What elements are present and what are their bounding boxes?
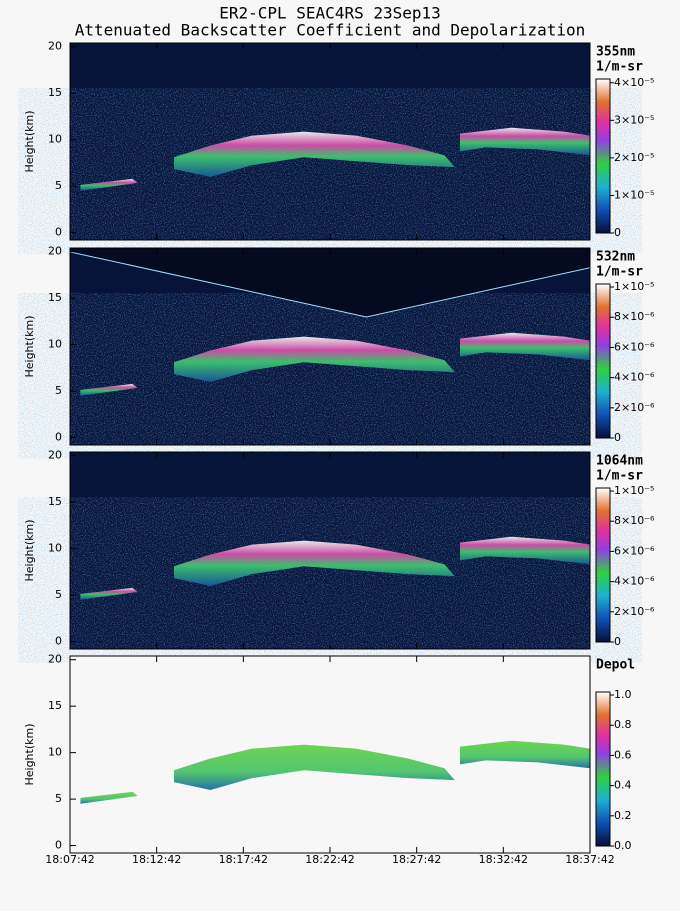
x-tick-label: 18:07:42 — [45, 853, 94, 866]
colorbar-units: 1/m-sr — [596, 265, 643, 280]
colorbar — [595, 487, 611, 643]
colorbar-tick-label: 4×10⁻⁶ — [614, 371, 655, 384]
x-tick-label: 18:22:42 — [305, 853, 354, 866]
colorbar-units: 1/m-sr — [596, 469, 643, 484]
colorbar-tick-label: 6×10⁻⁶ — [614, 340, 655, 353]
colorbar-tick-label: 0.2 — [614, 809, 632, 822]
colorbar-label: 1064nm — [596, 454, 643, 469]
y-tick-label: 5 — [55, 384, 62, 397]
colorbar-tick-label: 1.0 — [614, 688, 632, 701]
colorbar-tick-label: 0.0 — [614, 839, 632, 852]
y-tick-label: 15 — [48, 495, 62, 508]
chart-title: ER2-CPL SEAC4RS 23Sep13 — [219, 4, 441, 23]
y-tick-label: 5 — [55, 792, 62, 805]
colorbar-tick-label: 6×10⁻⁶ — [614, 544, 655, 557]
cloud — [80, 383, 138, 396]
colorbar-tick-label: 0 — [614, 226, 621, 239]
colorbar-tick-label: 8×10⁻⁶ — [614, 310, 655, 323]
colorbar-units: 1/m-sr — [596, 60, 643, 75]
colorbar-tick-label: 0 — [614, 635, 621, 648]
y-tick-label: 5 — [55, 179, 62, 192]
y-tick-label: 20 — [48, 245, 62, 258]
y-tick-label: 20 — [48, 40, 62, 53]
cloud — [174, 744, 455, 790]
y-tick-label: 0 — [55, 635, 62, 648]
y-axis-label: Height(km) — [23, 723, 36, 785]
colorbar-tick-label: 4×10⁻⁶ — [614, 575, 655, 588]
x-tick-label: 18:17:42 — [219, 853, 268, 866]
colorbar-tick-label: 0.6 — [614, 748, 632, 761]
cloud — [80, 587, 138, 600]
cloud — [174, 540, 455, 586]
colorbar-label: 532nm — [596, 250, 635, 265]
cloud — [460, 536, 590, 565]
y-tick-label: 20 — [48, 653, 62, 666]
colorbar-tick-label: 2×10⁻⁵ — [614, 151, 654, 164]
y-axis-label: Height(km) — [23, 519, 36, 581]
colorbar-label: 355nm — [596, 45, 635, 60]
colorbar — [595, 78, 611, 234]
noise — [70, 307, 590, 445]
y-tick-label: 15 — [48, 291, 62, 304]
cloud — [460, 740, 590, 769]
cloud — [174, 131, 455, 177]
chart-subtitle: Attenuated Backscatter Coefficient and D… — [75, 21, 586, 40]
y-tick-label: 0 — [55, 226, 62, 239]
y-axis-label: Height(km) — [23, 110, 36, 172]
cloud — [460, 127, 590, 156]
colorbar-tick-label: 0.8 — [614, 718, 632, 731]
colorbar-tick-label: 3×10⁻⁵ — [614, 113, 654, 126]
noise — [70, 511, 590, 649]
y-tick-label: 10 — [48, 746, 62, 759]
x-tick-label: 18:12:42 — [132, 853, 181, 866]
y-tick-label: 20 — [48, 449, 62, 462]
x-tick-label: 18:27:42 — [392, 853, 441, 866]
colorbar-label: Depol — [596, 658, 635, 673]
y-tick-label: 10 — [48, 133, 62, 146]
cloud — [80, 791, 138, 804]
cloud — [80, 178, 138, 191]
colorbar-tick-label: 2×10⁻⁶ — [614, 401, 655, 414]
colorbar-tick-label: 0 — [614, 431, 621, 444]
y-tick-label: 0 — [55, 839, 62, 852]
y-tick-label: 15 — [48, 86, 62, 99]
x-tick-label: 18:37:42 — [565, 853, 614, 866]
cloud — [174, 336, 455, 382]
colorbar — [595, 691, 611, 847]
colorbar-tick-label: 8×10⁻⁶ — [614, 514, 655, 527]
noise — [70, 102, 590, 240]
y-tick-label: 10 — [48, 542, 62, 555]
colorbar-tick-label: 2×10⁻⁶ — [614, 605, 655, 618]
y-tick-label: 5 — [55, 588, 62, 601]
cloud — [460, 332, 590, 361]
y-tick-label: 15 — [48, 699, 62, 712]
colorbar-tick-label: 1×10⁻⁵ — [614, 484, 654, 497]
y-axis-label: Height(km) — [23, 315, 36, 377]
colorbar-tick-label: 1×10⁻⁵ — [614, 188, 654, 201]
colorbar-tick-label: 0.4 — [614, 779, 632, 792]
colorbar-tick-label: 4×10⁻⁵ — [614, 76, 654, 89]
y-tick-label: 0 — [55, 431, 62, 444]
y-tick-label: 10 — [48, 338, 62, 351]
x-tick-label: 18:32:42 — [479, 853, 528, 866]
colorbar-tick-label: 1×10⁻⁵ — [614, 280, 654, 293]
colorbar — [595, 283, 611, 439]
